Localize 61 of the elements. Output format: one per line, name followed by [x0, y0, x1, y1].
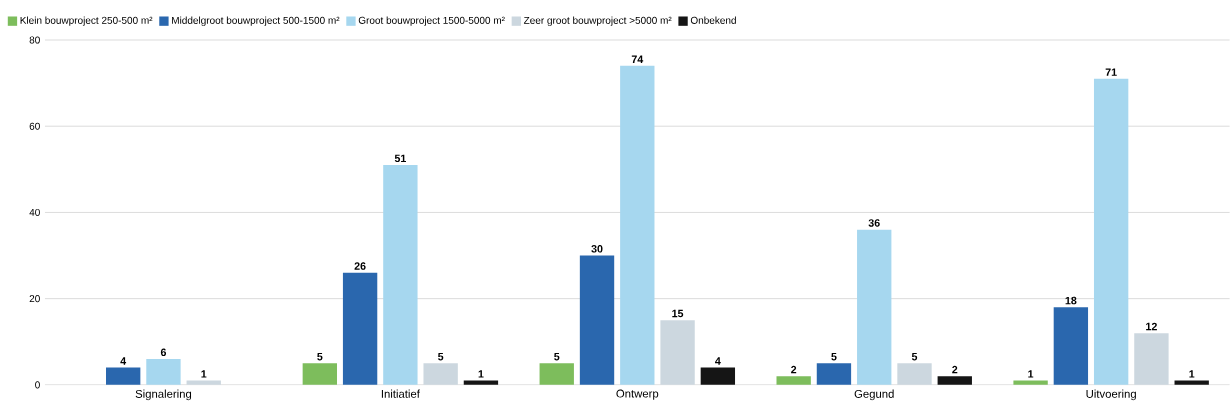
y-tick-label: 0 [35, 381, 40, 389]
data-label: 36 [868, 219, 880, 227]
bar [539, 363, 574, 385]
bar [342, 272, 378, 385]
x-tick-label: Ontwerp [616, 389, 659, 400]
data-label: 4 [715, 357, 721, 365]
bar [816, 363, 852, 385]
y-tick-label: 60 [29, 122, 40, 130]
bar [1093, 78, 1129, 385]
data-label: 5 [438, 353, 444, 361]
x-tick-label: Signalering [135, 389, 192, 401]
bar [579, 255, 615, 385]
data-label: 5 [317, 353, 323, 361]
data-label: 2 [952, 365, 958, 374]
bar [1013, 380, 1048, 385]
bar [776, 376, 811, 385]
data-label: 1 [1189, 370, 1195, 378]
data-label: 30 [591, 245, 603, 253]
data-label: 51 [394, 154, 406, 163]
bar [937, 376, 972, 385]
bar [1134, 333, 1169, 385]
data-label: 5 [831, 353, 837, 361]
data-label: 5 [554, 353, 560, 361]
bar [700, 367, 736, 385]
data-label: 1 [201, 370, 207, 378]
bar [383, 165, 418, 385]
data-label: 15 [672, 309, 684, 318]
bar [1174, 380, 1209, 385]
bar [423, 363, 458, 385]
data-label: 6 [160, 348, 167, 357]
data-label: 74 [631, 55, 644, 63]
y-tick-label: 40 [29, 208, 40, 217]
bar [897, 363, 932, 385]
legend-label: Zeer groot bouwproject >5000 m² [523, 16, 672, 26]
y-tick-label: 20 [29, 295, 40, 303]
bar [857, 229, 892, 385]
data-label: 18 [1065, 296, 1077, 305]
x-tick-label: Gegund [854, 389, 894, 401]
data-label: 5 [911, 353, 918, 361]
legend-label: Middelgroot bouwproject 500-1500 m² [172, 16, 340, 26]
data-label: 12 [1146, 322, 1157, 331]
bar [302, 363, 337, 385]
data-label: 71 [1105, 68, 1117, 76]
bar [106, 367, 141, 385]
bar [620, 65, 655, 385]
bar [463, 380, 499, 385]
legend-label: Klein bouwproject 250-500 m² [20, 16, 153, 26]
bar [146, 359, 181, 385]
data-label: 4 [120, 357, 127, 365]
data-label: 26 [354, 262, 366, 270]
data-label: 1 [1028, 370, 1034, 378]
bar [186, 380, 221, 385]
y-tick-label: 80 [29, 36, 40, 44]
data-label: 1 [478, 370, 484, 378]
legend-label: Onbekend [690, 16, 736, 24]
bar [660, 320, 695, 385]
x-tick-label: Initiatief [381, 389, 420, 398]
legend-label: Groot bouwproject 1500-5000 m² [358, 16, 505, 26]
data-label: 2 [791, 365, 797, 374]
bar [1053, 307, 1089, 385]
x-tick-label: Uitvoering [1086, 389, 1136, 401]
